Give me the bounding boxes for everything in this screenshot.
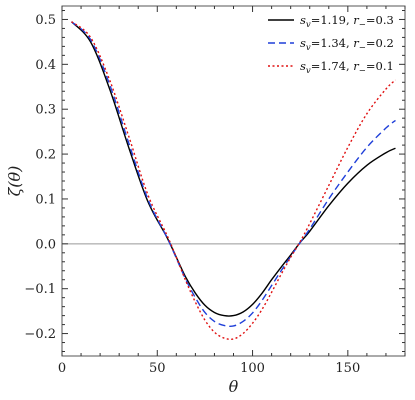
- x-tick-label: 50: [149, 361, 166, 376]
- series-line-2: [71, 21, 396, 327]
- y-tick-label: 0.2: [35, 148, 56, 163]
- series-line-3: [71, 21, 396, 340]
- legend-label-1: sv=1.19, r−=0.3: [300, 13, 394, 30]
- x-tick-label: 0: [58, 361, 66, 376]
- x-axis-title: θ: [229, 377, 239, 396]
- series-line-1: [71, 21, 396, 317]
- x-tick-label: 150: [335, 361, 360, 376]
- legend-label-3: sv=1.74, r−=0.1: [300, 59, 394, 76]
- y-tick-label: 0.5: [35, 13, 56, 28]
- legend-label-2: sv=1.34, r−=0.2: [300, 36, 394, 53]
- y-tick-label: 0.1: [35, 192, 56, 207]
- y-tick-label: −0.2: [24, 327, 56, 342]
- y-tick-label: 0.0: [35, 237, 56, 252]
- y-tick-label: −0.1: [24, 282, 56, 297]
- y-axis-title: ζ(θ): [5, 166, 24, 197]
- y-tick-label: 0.4: [35, 58, 56, 73]
- x-tick-label: 100: [240, 361, 265, 376]
- y-tick-label: 0.3: [35, 103, 56, 118]
